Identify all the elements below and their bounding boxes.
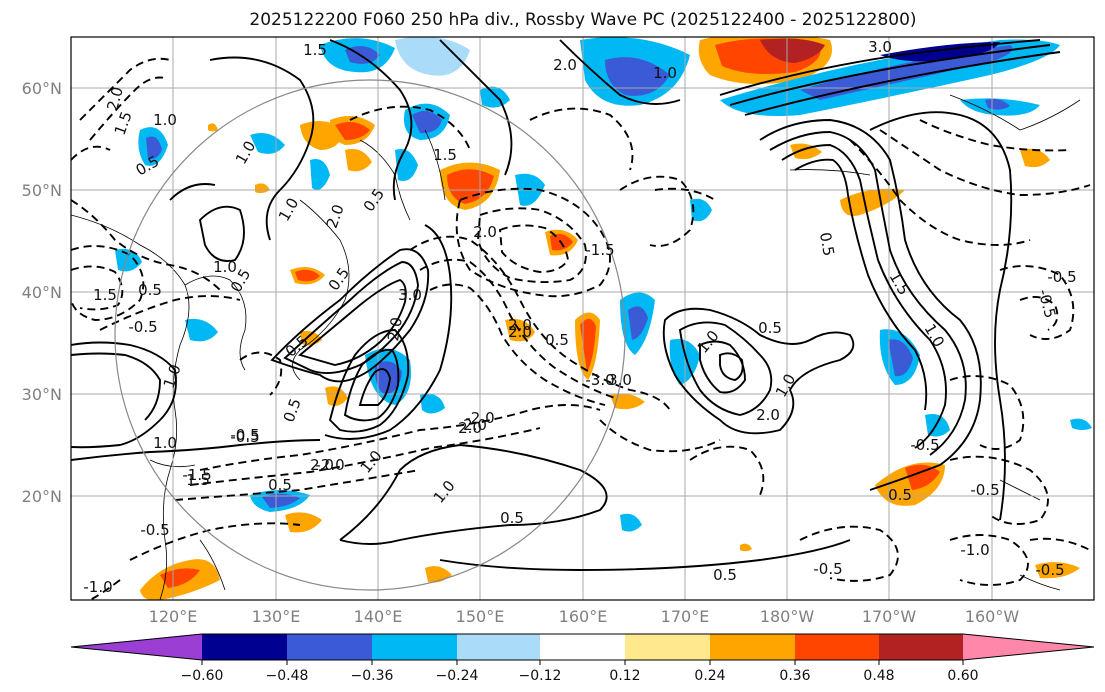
colorbar-segment	[795, 634, 879, 660]
contour-label: 2.0	[463, 416, 487, 434]
colorbar-extend-low	[71, 634, 202, 660]
contour-label: 2.0	[458, 419, 482, 437]
contour-label: 0.5	[758, 319, 782, 337]
contour-label: 0.5	[545, 331, 569, 349]
lon-label-160e: 160°E	[559, 607, 608, 626]
colorbar-extend-high	[963, 634, 1094, 660]
colorbar-segment	[202, 634, 287, 660]
contour-label: 2.0	[473, 223, 497, 241]
contour-label: 3.0	[868, 38, 892, 56]
contour-label: 2.0	[508, 316, 532, 334]
contour-label: 3.0	[608, 371, 632, 389]
lon-label-170w: 170°W	[862, 607, 917, 626]
contour-label: -3.0	[585, 371, 614, 389]
contour-label: -0.5	[813, 560, 842, 578]
contour-label: -2.0	[315, 456, 344, 474]
lon-label-150e: 150°E	[456, 607, 505, 626]
contour-label: 1.5	[93, 286, 117, 304]
contour-label: 0.5	[713, 566, 737, 584]
lon-label-140e: 140°E	[354, 607, 403, 626]
contour-label: 1.5	[433, 146, 457, 164]
contour-label: -1.0	[960, 541, 989, 559]
contour-label: -0.5	[1047, 268, 1076, 286]
lon-label-120e: 120°E	[149, 607, 198, 626]
lat-label-40n: 40°N	[22, 283, 62, 302]
colorbar-tick: 0.48	[863, 668, 894, 684]
map-area: 1.5 2.0 1.0 0.5 1.5 2.0 1.5 1.0 2.0 0.5 …	[71, 37, 1094, 600]
contour-label: 1.5	[303, 41, 327, 59]
contour-label: -0.5	[970, 481, 999, 499]
contour-label: 2.0	[103, 85, 127, 113]
longitude-labels: 120°E 130°E 140°E 150°E 160°E 170°E 180°…	[149, 607, 1020, 626]
graticule	[71, 37, 1094, 600]
contour-label: 0.5	[268, 476, 292, 494]
contour-label: 0.5	[138, 281, 162, 299]
lon-label-170e: 170°E	[661, 607, 710, 626]
divergence-shading	[115, 37, 1092, 600]
contour-label: 2.0	[553, 56, 577, 74]
contour-label: 2.0	[508, 323, 532, 341]
lon-label-130e: 130°E	[252, 607, 301, 626]
dashed-contours	[71, 57, 1091, 600]
latitude-labels: 60°N 50°N 40°N 30°N 20°N	[22, 79, 62, 506]
colorbar-segment	[625, 634, 710, 660]
lat-label-60n: 60°N	[22, 79, 62, 98]
colorbar-tick: −0.12	[519, 668, 562, 684]
contour-label: 1.0	[153, 434, 177, 452]
contour-label: -1.0	[83, 578, 112, 596]
colorbar-segment	[372, 634, 457, 660]
contour-label: 1.0	[653, 64, 677, 82]
colorbar-tick: −0.60	[181, 668, 224, 684]
contour-label: 3.0	[398, 286, 422, 304]
colorbar-tick: −0.48	[266, 668, 309, 684]
lat-label-50n: 50°N	[22, 181, 62, 200]
lon-label-160w: 160°W	[965, 607, 1020, 626]
colorbar-tick: −0.24	[436, 668, 479, 684]
contour-label: 0.5	[888, 486, 912, 504]
contour-label: -2.0	[465, 409, 494, 427]
colorbar-segment	[457, 634, 540, 660]
colorbar-tick: 0.12	[609, 668, 640, 684]
contour-label: 1.0	[213, 258, 237, 276]
lat-label-20n: 20°N	[22, 487, 62, 506]
contour-label: 2.0	[384, 316, 406, 343]
contour-label: -0.5	[128, 318, 157, 336]
contour-label: -0.5	[910, 436, 939, 454]
contour-label: 2.0	[310, 456, 334, 474]
contour-label: -0.5	[230, 426, 259, 444]
colorbar-segment	[287, 634, 372, 660]
lon-label-180w: 180°W	[760, 607, 815, 626]
lat-label-30n: 30°N	[22, 385, 62, 404]
map-frame	[70, 36, 1095, 601]
contour-label: 1.5	[186, 471, 210, 489]
colorbar-tick: 0.60	[947, 668, 978, 684]
colorbar-tick: 0.24	[694, 668, 725, 684]
contour-label: 2.0	[756, 406, 780, 424]
solid-contours	[71, 39, 1061, 571]
colorbar-tick: −0.36	[351, 668, 394, 684]
radius-circle	[114, 79, 626, 591]
colorbar-segment	[540, 634, 625, 660]
colorbar-segment	[710, 634, 795, 660]
contour-label: -0.5	[1035, 561, 1064, 579]
contour-label: -1.5	[182, 466, 211, 484]
colorbar-segment	[879, 634, 963, 660]
contour-label: 1.0	[153, 111, 177, 129]
contour-label: -0.5	[230, 428, 259, 446]
contour-label: 0.5	[816, 231, 838, 258]
colorbar: −0.60 −0.48 −0.36 −0.24 −0.12 0.12 0.24 …	[70, 633, 1095, 684]
contour-label: -0.5	[140, 521, 169, 539]
contour-label: -1.5	[585, 241, 614, 259]
contour-label: 0.5	[500, 509, 524, 527]
colorbar-tick: 0.36	[779, 668, 810, 684]
figure-title: 2025122200 F060 250 hPa div., Rossby Wav…	[249, 10, 916, 30]
